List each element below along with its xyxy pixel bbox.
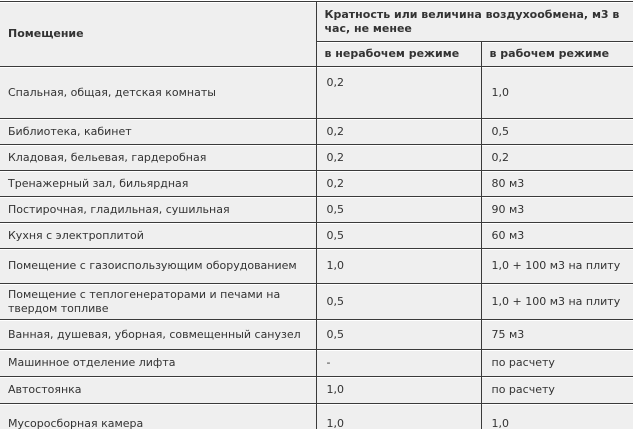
- standby-value-cell: 0,2: [315, 118, 482, 145]
- room-cell: Кладовая, бельевая, гардеробная: [0, 144, 317, 171]
- standby-value-cell: 1,0: [315, 376, 482, 404]
- standby-value-cell: 0,5: [315, 319, 482, 350]
- table-row: Автостоянка 1,0 по расчету: [0, 376, 633, 404]
- standby-value-cell: 0,2: [315, 144, 482, 171]
- table-row: Мусоросборная камера 1,0 1,0: [0, 403, 633, 429]
- room-cell: Ванная, душевая, уборная, совмещенный са…: [0, 319, 317, 350]
- room-column-header: Помещение: [0, 1, 317, 67]
- table-row: Тренажерный зал, бильярдная 0,2 80 м3: [0, 170, 633, 197]
- room-cell: Автостоянка: [0, 376, 317, 404]
- working-value-cell: 1,0: [480, 403, 633, 429]
- standby-value-cell: 0,5: [315, 196, 482, 223]
- standby-value-cell: 0,5: [315, 283, 482, 320]
- working-value-cell: 75 м3: [480, 319, 633, 350]
- room-cell: Кухня с электроплитой: [0, 222, 317, 249]
- table-row: Спальная, общая, детская комнаты 0,2 1,0: [0, 66, 633, 119]
- working-value-cell: 60 м3: [480, 222, 633, 249]
- standby-value-cell: 0,2: [315, 66, 482, 119]
- room-cell: Помещение с теплогенераторами и печами н…: [0, 283, 317, 320]
- standby-value-cell: 1,0: [315, 403, 482, 429]
- standby-value-cell: -: [315, 349, 482, 377]
- standby-value-cell: 0,5: [315, 222, 482, 249]
- room-cell: Помещение с газоиспользующим оборудовани…: [0, 248, 317, 284]
- subheader-standby-mode: в нерабочем режиме: [316, 41, 482, 67]
- table-body: Спальная, общая, детская комнаты 0,2 1,0…: [0, 66, 633, 429]
- header-group-row: Помещение Кратность или величина воздухо…: [0, 1, 633, 67]
- working-value-cell: 1,0: [480, 66, 633, 119]
- group-header-air-exchange: Кратность или величина воздухообмена, м3…: [315, 1, 633, 42]
- table-row: Машинное отделение лифта - по расчету: [0, 349, 633, 377]
- table-header: Помещение Кратность или величина воздухо…: [0, 1, 633, 67]
- working-value-cell: 90 м3: [480, 196, 633, 223]
- room-cell: Тренажерный зал, бильярдная: [0, 170, 317, 197]
- table-row: Помещение с газоиспользующим оборудовани…: [0, 248, 633, 284]
- standby-value-cell: 0,2: [315, 170, 482, 197]
- working-value-cell: 0,5: [480, 118, 633, 145]
- working-value-cell: по расчету: [480, 376, 633, 404]
- room-cell: Мусоросборная камера: [0, 403, 317, 429]
- table-row: Помещение с теплогенераторами и печами н…: [0, 283, 633, 320]
- room-cell: Машинное отделение лифта: [0, 349, 317, 377]
- working-value-cell: 0,2: [480, 144, 633, 171]
- working-value-cell: 1,0 + 100 м3 на плиту: [480, 248, 633, 284]
- table-row: Ванная, душевая, уборная, совмещенный са…: [0, 319, 633, 350]
- header-sub-row: в нерабочем режиме в рабочем режиме: [0, 41, 633, 67]
- working-value-cell: 1,0 + 100 м3 на плиту: [480, 283, 633, 320]
- room-cell: Спальная, общая, детская комнаты: [0, 66, 317, 119]
- room-cell: Библиотека, кабинет: [0, 118, 317, 145]
- table-row: Постирочная, гладильная, сушильная 0,5 9…: [0, 196, 633, 223]
- standby-value-cell: 1,0: [315, 248, 482, 284]
- subheader-working-mode: в рабочем режиме: [480, 41, 633, 67]
- table-row: Библиотека, кабинет 0,2 0,5: [0, 118, 633, 145]
- working-value-cell: по расчету: [480, 349, 633, 377]
- table-row: Кухня с электроплитой 0,5 60 м3: [0, 222, 633, 249]
- working-value-cell: 80 м3: [480, 170, 633, 197]
- table-row: Кладовая, бельевая, гардеробная 0,2 0,2: [0, 144, 633, 171]
- room-cell: Постирочная, гладильная, сушильная: [0, 196, 317, 223]
